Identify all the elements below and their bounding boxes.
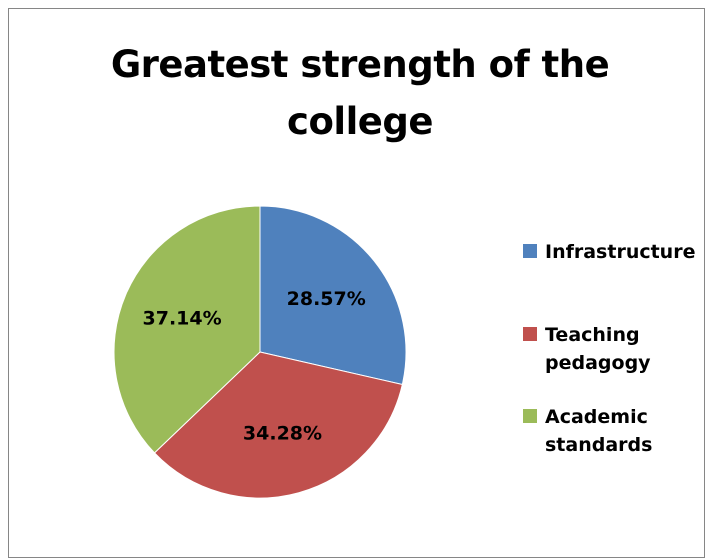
legend-swatch-academic-standards — [523, 409, 537, 423]
legend-label-teaching-pedagogy: Teaching pedagogy — [545, 324, 651, 374]
legend-swatch-infrastructure — [523, 244, 537, 258]
pie-slice-infrastructure — [259, 205, 407, 386]
legend-label-infrastructure: Infrastructure — [545, 241, 696, 263]
legend-item-academic-standards: Academic standards — [523, 403, 700, 459]
legend-label-academic-standards: Academic standards — [545, 406, 653, 456]
pie-slice-academic-standards — [113, 205, 261, 454]
pie-slice-teaching-pedagogy — [153, 351, 403, 499]
data-label-infrastructure: 28.57% — [287, 288, 366, 310]
pie-chart: 28.57% 34.28% 37.14% — [113, 205, 407, 499]
data-label-academic-standards: 37.14% — [143, 308, 222, 330]
chart-title: Greatest strength of the college — [110, 43, 610, 143]
data-label-teaching-pedagogy: 34.28% — [243, 423, 322, 445]
legend-swatch-teaching-pedagogy — [523, 327, 537, 341]
legend-item-infrastructure: Infrastructure — [523, 238, 700, 266]
legend-item-teaching-pedagogy: Teaching pedagogy — [523, 321, 700, 377]
